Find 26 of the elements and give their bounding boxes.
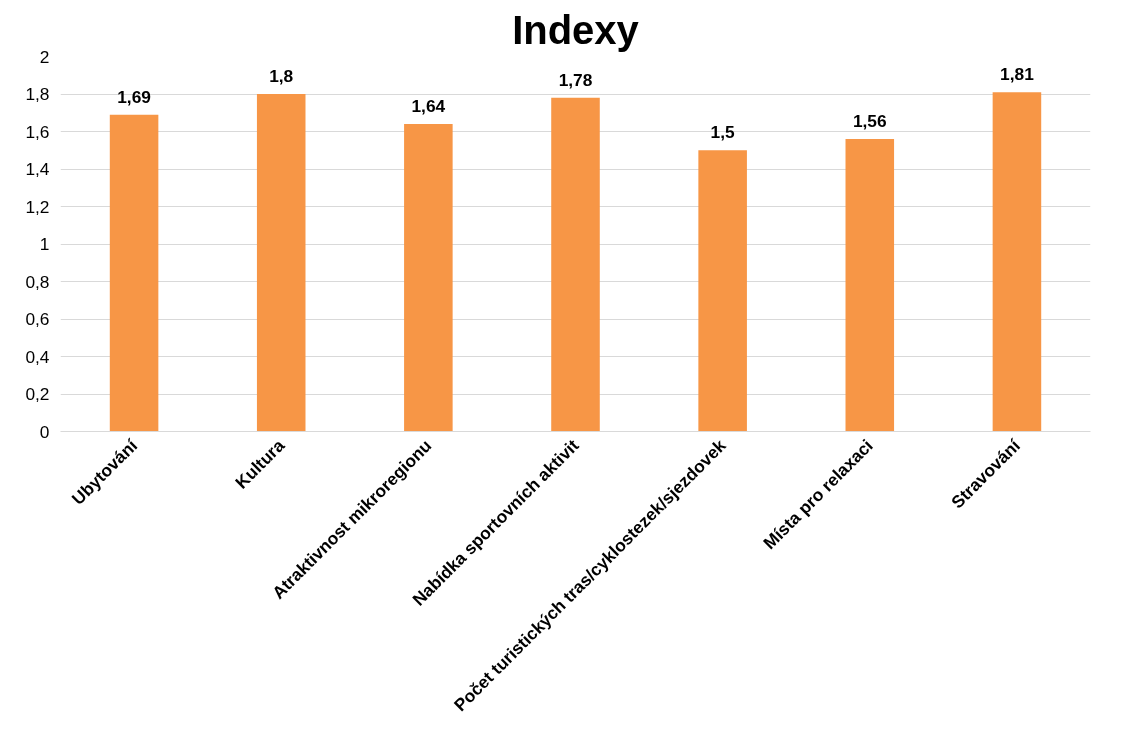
y-tick-label: 1,6 (25, 121, 50, 142)
y-tick-label: 0,8 (25, 271, 50, 292)
bar (551, 97, 600, 432)
y-tick-label: 0 (39, 421, 50, 442)
y-tick-label: 1,4 (25, 159, 50, 179)
data-label: 1,5 (710, 122, 736, 143)
data-label: 1,8 (269, 66, 294, 86)
bar (404, 124, 453, 432)
bar (992, 92, 1042, 432)
bar (109, 114, 159, 432)
y-tick-label: 0,2 (25, 384, 50, 404)
data-label: 1,64 (411, 96, 446, 116)
data-label: 1,56 (852, 111, 888, 131)
bar (845, 139, 895, 432)
y-tick-label: 1,8 (25, 84, 50, 104)
y-tick-label: 2 (39, 46, 50, 67)
data-label: 1,69 (117, 86, 151, 107)
bar (256, 94, 306, 432)
bar (698, 150, 747, 432)
y-tick-label: 1,2 (25, 196, 50, 217)
y-tick-label: 1 (39, 234, 50, 254)
data-label: 1,81 (1000, 64, 1035, 85)
y-tick-label: 0,4 (25, 346, 50, 367)
y-tick-label: 0,6 (25, 309, 50, 329)
data-label: 1,78 (558, 69, 593, 90)
chart-title: Indexy (512, 7, 640, 52)
